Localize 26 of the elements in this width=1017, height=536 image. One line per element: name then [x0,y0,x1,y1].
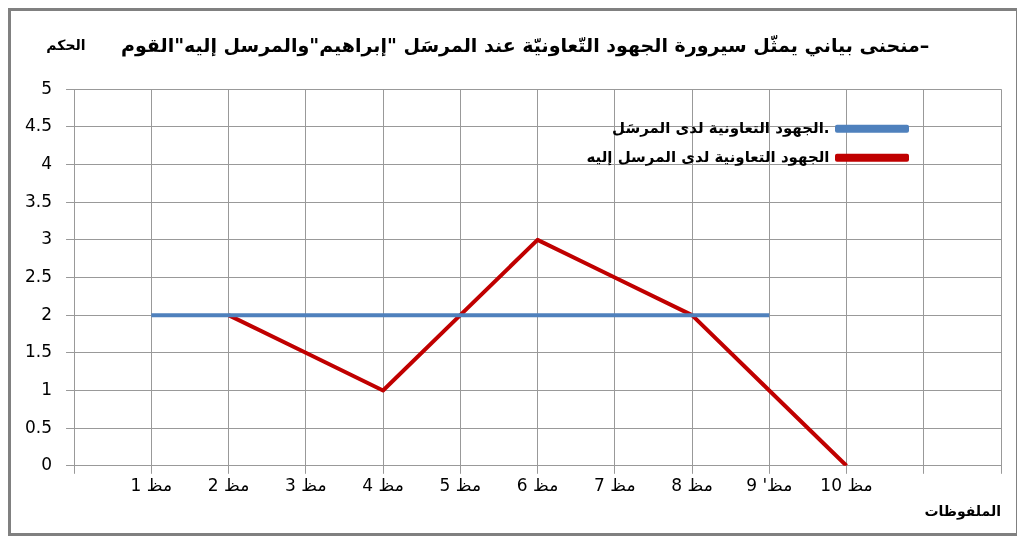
x-tick-label: مظ 7 [594,475,636,496]
legend-label: الجهود التعاونية لدى المرسَل. [612,118,830,137]
y-tick-label: 0.5 [24,416,53,437]
x-tick-label: مظ 6 [516,475,559,496]
x-tick-label: مظ 10 [820,475,873,496]
x-tick-label: مظ 8 [671,475,713,496]
y-tick-label: 1 [41,378,53,399]
y-tick-label: 2.5 [24,265,53,286]
x-tick-label: مظ 2 [207,475,250,496]
y-tick-label: 1.5 [24,341,53,362]
y-tick-label: 3 [41,228,53,249]
y-tick-label: 0 [41,454,53,475]
y-tick-label: 4.5 [24,115,53,136]
x-tick-label: مظ 1 [130,475,173,496]
x-tick-label: مظ' 9 [746,475,793,496]
x-tick-label: مظ 3 [285,475,327,496]
y-tick-label: 5 [41,77,53,98]
chart-title: –منحنى بياني يمثّل سيرورة الجهود التّعاونيّة عند المرسَل "إبراهيم"والمرسل إليه"القوم [121,34,930,56]
y-tick-label: 4 [41,152,53,173]
legend-label: الجهود التعاونية لدى المرسل إليه [586,147,830,166]
y-tick-label: 3.5 [24,190,53,211]
y-tick-label: 2 [41,303,53,324]
x-axis-title: الملفوظات [924,503,1001,521]
x-tick-label: مظ 5 [439,475,482,496]
y-axis-title: الحكم [45,37,87,53]
x-tick-label: مظ 4 [362,475,404,496]
